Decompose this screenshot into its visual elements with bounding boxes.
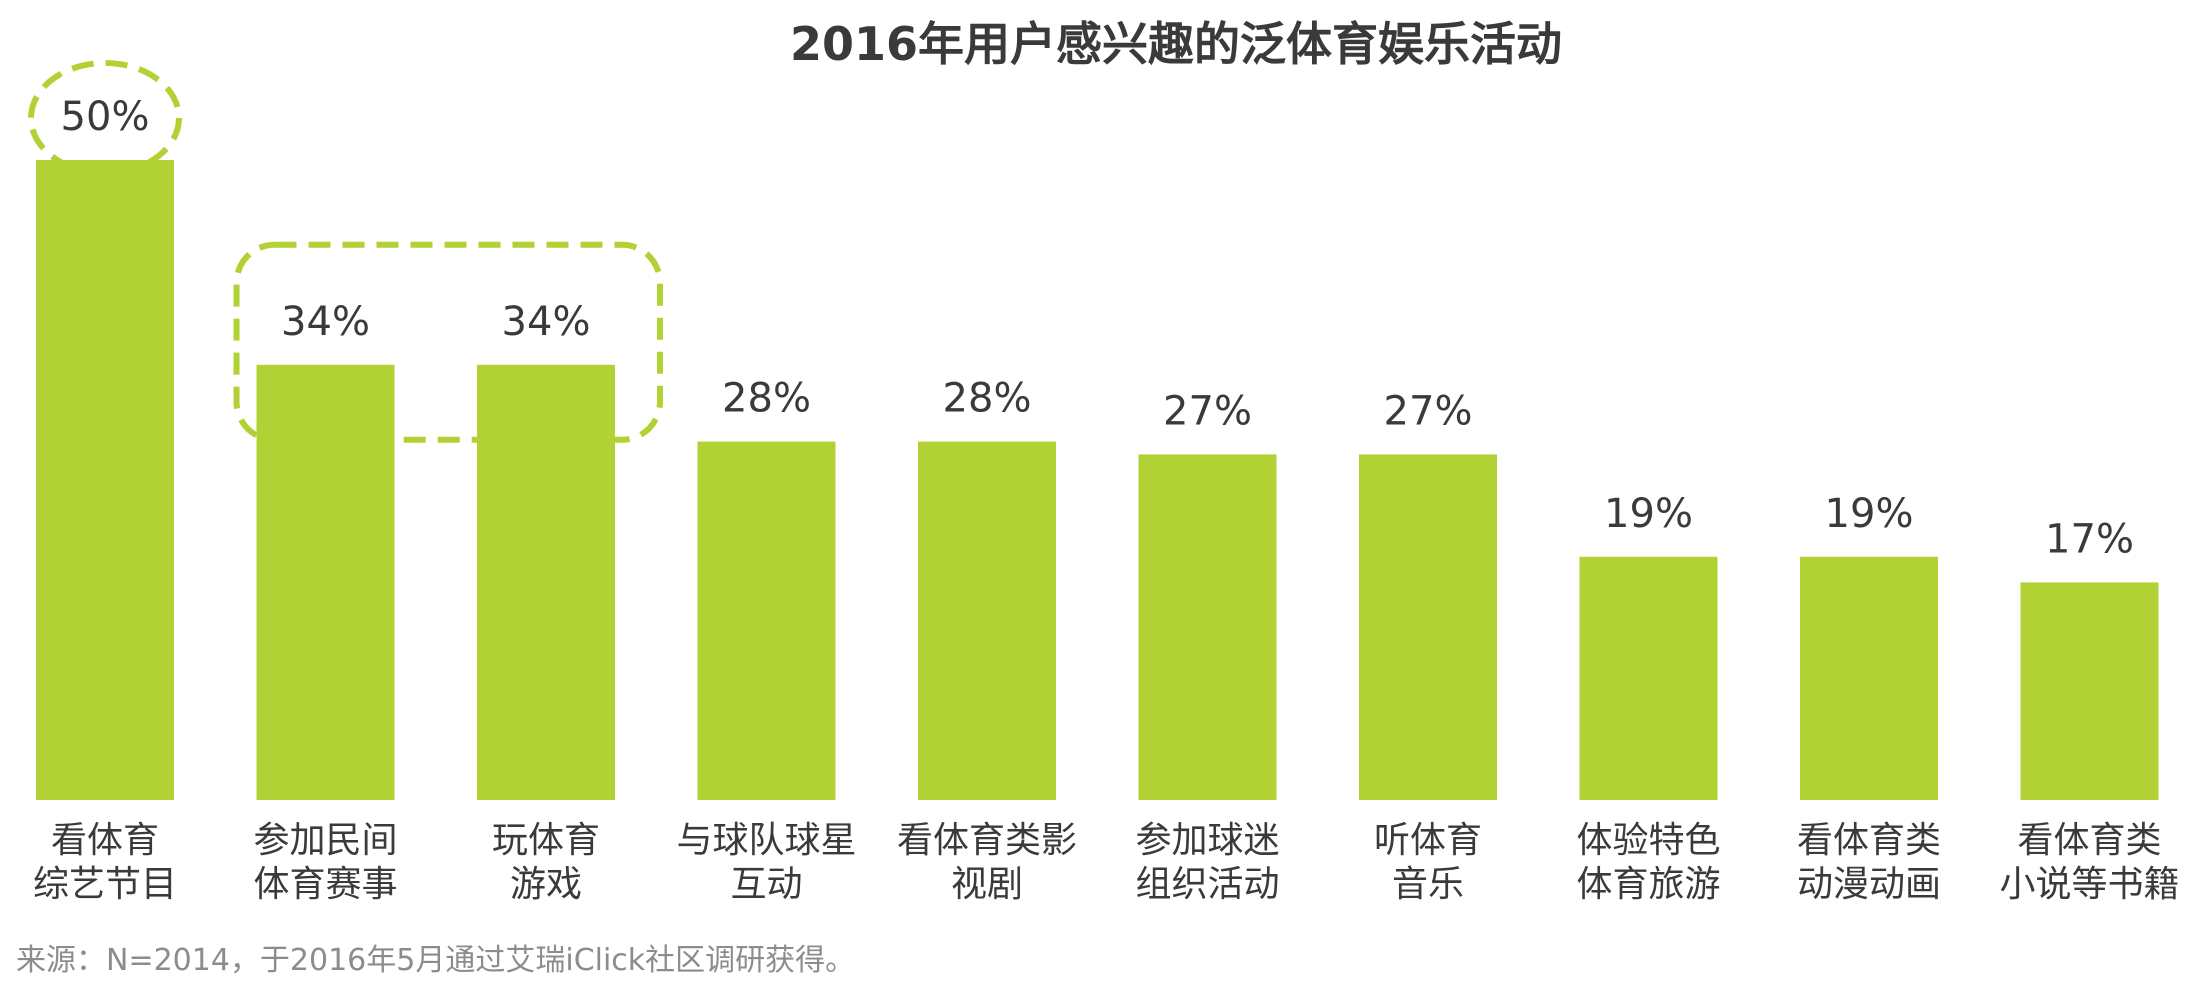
category-label: 看体育类 bbox=[1797, 820, 1941, 861]
bar bbox=[256, 364, 395, 800]
bar bbox=[1579, 556, 1718, 800]
category-label: 听体育 bbox=[1374, 820, 1482, 861]
value-label: 17% bbox=[2045, 516, 2134, 562]
category-label: 看体育类影 bbox=[897, 820, 1077, 861]
value-label: 19% bbox=[1604, 491, 1693, 537]
category-label: 玩体育 bbox=[492, 820, 600, 861]
bar bbox=[1800, 556, 1938, 800]
value-label: 50% bbox=[61, 94, 150, 140]
category-label: 组织活动 bbox=[1135, 864, 1279, 905]
category-label: 体育赛事 bbox=[253, 864, 397, 905]
bar bbox=[477, 364, 615, 800]
category-label: 综艺节目 bbox=[33, 864, 177, 905]
category-label: 体验特色 bbox=[1576, 820, 1720, 861]
value-label: 27% bbox=[1384, 388, 1473, 434]
value-label: 27% bbox=[1163, 388, 1252, 434]
bar-group bbox=[36, 160, 2159, 800]
category-label: 视剧 bbox=[951, 864, 1023, 905]
category-label: 看体育类 bbox=[2017, 820, 2161, 861]
highlight-ellipse bbox=[28, 60, 182, 176]
value-label: 28% bbox=[943, 376, 1032, 422]
value-label: 34% bbox=[281, 299, 370, 345]
category-label: 参加民间 bbox=[253, 820, 397, 861]
category-label: 与球队球星 bbox=[676, 820, 856, 861]
highlight-box bbox=[233, 241, 663, 443]
category-label: 看体育 bbox=[51, 820, 159, 861]
value-label: 34% bbox=[502, 299, 591, 345]
bar bbox=[36, 160, 174, 800]
bar bbox=[918, 441, 1056, 800]
category-label: 参加球迷 bbox=[1135, 820, 1279, 861]
bar bbox=[1359, 454, 1497, 800]
category-label: 动漫动画 bbox=[1797, 864, 1941, 905]
bar bbox=[2020, 582, 2159, 800]
value-label: 19% bbox=[1825, 491, 1914, 537]
highlight-group bbox=[28, 60, 663, 443]
category-label: 音乐 bbox=[1392, 864, 1464, 905]
category-label: 体育旅游 bbox=[1576, 864, 1720, 905]
bar bbox=[1138, 454, 1277, 800]
category-label: 游戏 bbox=[510, 864, 582, 905]
category-label: 小说等书籍 bbox=[1999, 864, 2179, 905]
value-label-group: 50% 34% 34% 28% 28% 27% 27% 19% 19% 17% bbox=[61, 94, 2134, 562]
source-note: 来源：N=2014，于2016年5月通过艾瑞iClick社区调研获得。 bbox=[16, 943, 855, 978]
value-label: 28% bbox=[722, 376, 811, 422]
chart-title: 2016年用户感兴趣的泛体育娱乐活动 bbox=[790, 17, 1562, 71]
bar bbox=[697, 441, 836, 800]
category-label: 互动 bbox=[730, 864, 802, 905]
